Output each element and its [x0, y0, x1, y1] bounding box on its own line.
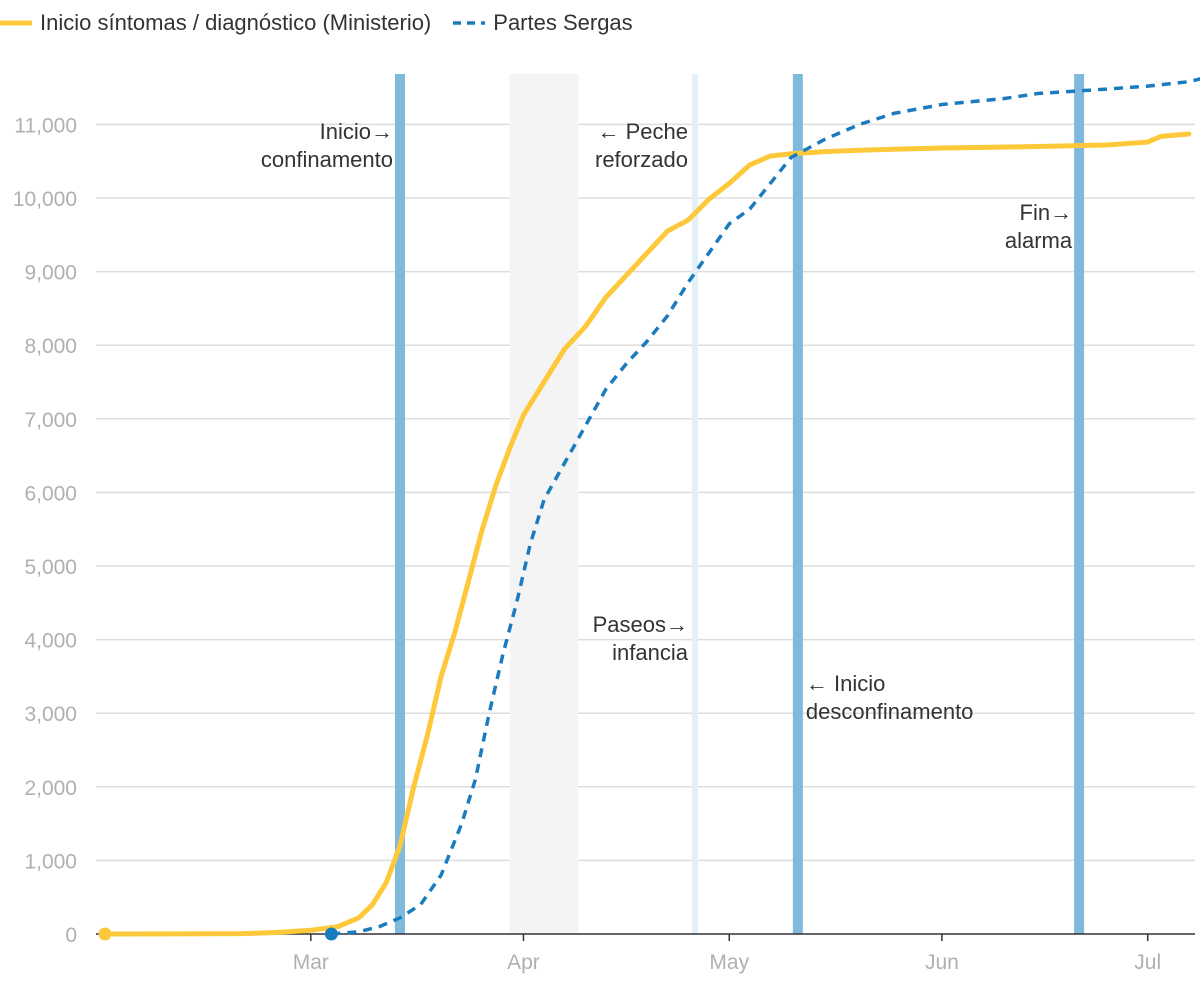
annotation-desconfinamento-line-2: desconfinamento — [806, 699, 974, 724]
y-tick-label-3000: 3,000 — [24, 703, 77, 726]
legend-label-sergas: Partes Sergas — [493, 10, 633, 35]
annotation-paseos-line-2: infancia — [612, 640, 689, 665]
event-line-paseos — [691, 74, 698, 934]
y-tick-label-1000: 1,000 — [24, 850, 77, 873]
annotation-fin-alarma-line-1: Fin→ — [1020, 200, 1073, 225]
y-tick-label-11000: 11,000 — [14, 114, 77, 137]
x-tick-label-jul: Jul — [1134, 951, 1161, 974]
series-line-ministerio — [109, 131, 1192, 937]
y-tick-label-0: 0 — [65, 924, 77, 947]
y-tick-label-10000: 10,000 — [13, 188, 77, 211]
annotation-peche-line-1: ← Peche — [597, 119, 688, 144]
y-tick-label-8000: 8,000 — [24, 335, 77, 358]
annotation-confinamento-line-1: Inicio→ — [320, 119, 393, 144]
event-line-fin-alarma — [1074, 74, 1085, 934]
x-tick-label-apr: Apr — [507, 951, 540, 974]
legend-label-ministerio: Inicio síntomas / diagnóstico (Ministeri… — [40, 10, 432, 35]
y-tick-label-9000: 9,000 — [24, 262, 77, 285]
y-tick-label-2000: 2,000 — [24, 777, 77, 800]
legend-swatch-sergas — [453, 21, 486, 25]
legend: Inicio síntomas / diagnóstico (Ministeri… — [0, 8, 655, 38]
start-marker-ministerio — [98, 927, 112, 941]
annotation-fin-alarma-line-2: alarma — [1005, 228, 1073, 253]
y-tick-label-7000: 7,000 — [24, 409, 77, 432]
x-tick-label-may: May — [709, 951, 749, 974]
event-line-confinamento — [394, 74, 405, 934]
series-line-sergas — [331, 77, 1200, 936]
y-tick-label-6000: 6,000 — [24, 482, 77, 505]
annotation-paseos-line-1: Paseos→ — [593, 612, 688, 637]
y-tick-label-5000: 5,000 — [24, 556, 77, 579]
y-tick-label-4000: 4,000 — [24, 630, 77, 653]
legend-swatch-ministerio — [0, 20, 32, 26]
x-tick-label-mar: Mar — [293, 951, 329, 974]
x-tick-label-jun: Jun — [925, 951, 959, 974]
annotation-desconfinamento-line-1: ← Inicio — [806, 671, 885, 696]
event-line-desconfinamento — [792, 74, 803, 934]
annotation-peche-line-2: reforzado — [595, 147, 688, 172]
legend-item-sergas[interactable]: Partes Sergas — [453, 10, 633, 36]
legend-item-ministerio[interactable]: Inicio síntomas / diagnóstico (Ministeri… — [0, 10, 431, 36]
start-marker-sergas — [324, 927, 338, 941]
annotation-confinamento-line-2: confinamento — [261, 147, 393, 172]
